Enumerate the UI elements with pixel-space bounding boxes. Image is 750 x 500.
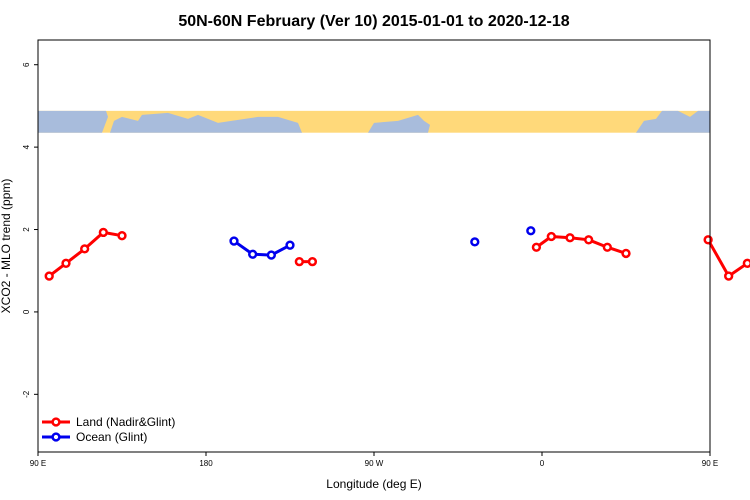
x-axis-label: Longitude (deg E): [326, 477, 421, 491]
y-axis-label: XCO2 - MLO trend (ppm): [0, 179, 13, 314]
map-ocean-region: [636, 110, 710, 133]
legend-marker: [51, 417, 61, 427]
data-point: [470, 237, 480, 247]
legend-marker: [51, 432, 61, 442]
y-tick-label: 4: [22, 144, 31, 149]
data-point: [248, 249, 258, 259]
map-ocean-region: [368, 114, 430, 133]
legend: Land (Nadir&Glint)Ocean (Glint): [42, 415, 175, 444]
data-point: [117, 231, 127, 241]
y-tick-label: 6: [22, 62, 31, 67]
series-line: [706, 239, 750, 278]
x-axis: 90 E 180 90 W 0 90 E: [30, 452, 718, 468]
map-ocean-region: [110, 112, 302, 133]
data-point: [546, 231, 556, 242]
y-axis: -2 0 2 4 6: [22, 62, 38, 398]
series-line: [48, 230, 123, 278]
data-point: [98, 227, 108, 238]
y-tick-label: 2: [22, 227, 31, 232]
data-point: [285, 240, 295, 250]
series-line: [233, 239, 291, 257]
legend-label: Ocean (Glint): [76, 430, 147, 444]
series: [229, 226, 536, 260]
data-point: [742, 258, 750, 268]
series: [44, 227, 750, 281]
data-point: [703, 235, 713, 245]
chart-title: 50N-60N February (Ver 10) 2015-01-01 to …: [178, 13, 569, 30]
y-tick-label: -2: [22, 390, 31, 398]
series-layer: [44, 226, 750, 281]
data-point: [724, 271, 734, 281]
data-point: [294, 257, 304, 267]
data-point: [61, 258, 71, 268]
data-point: [266, 250, 276, 260]
data-point: [621, 248, 631, 259]
x-tick-label: 180: [199, 459, 213, 468]
x-tick-label: 90 W: [365, 459, 384, 468]
x-tick-label: 0: [540, 459, 545, 468]
legend-label: Land (Nadir&Glint): [76, 415, 175, 429]
data-point: [44, 271, 54, 281]
map-strip: [38, 110, 710, 133]
y-tick-label: 0: [22, 309, 31, 314]
data-point: [584, 235, 594, 245]
data-point: [526, 226, 536, 236]
map-ocean-region: [38, 110, 108, 133]
x-tick-label: 90 E: [30, 459, 46, 468]
data-point: [307, 257, 318, 267]
data-point: [80, 244, 90, 254]
data-point: [229, 236, 239, 246]
data-point: [565, 233, 575, 243]
data-point: [531, 242, 542, 252]
data-point: [602, 242, 612, 252]
x-tick-label: 90 E: [702, 459, 718, 468]
